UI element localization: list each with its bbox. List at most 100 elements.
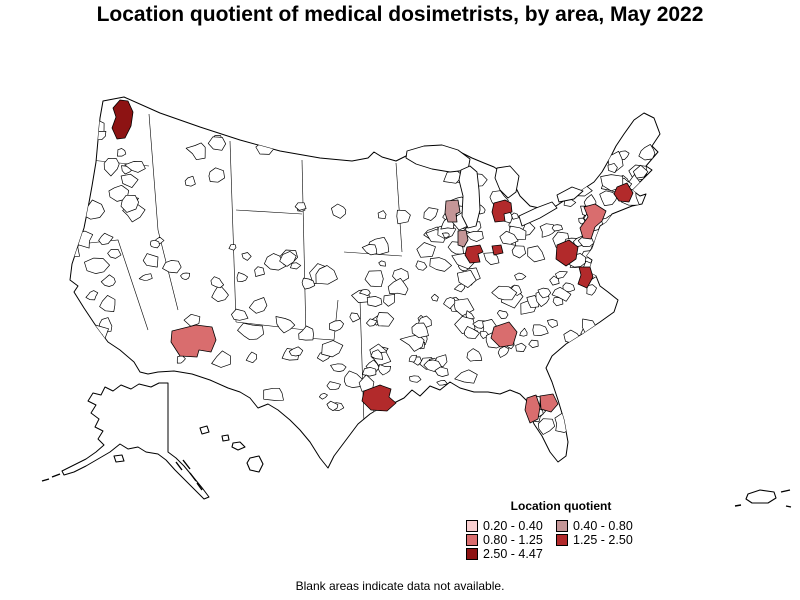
region-houston-tx: [361, 384, 397, 412]
metro-area-outline: [491, 285, 518, 301]
metro-area-outline: [362, 367, 377, 377]
region-atlanta-ga: [490, 321, 518, 348]
metro-area-outline: [519, 327, 528, 337]
metro-area-outline: [254, 266, 265, 277]
metro-area-outline: [528, 339, 539, 348]
metro-area-outline: [279, 251, 297, 267]
metro-area-outline: [162, 260, 182, 274]
legend-swatch-icon: [466, 520, 478, 532]
legend-item: 0.80 - 1.25: [466, 532, 556, 547]
metro-area-outline: [180, 272, 191, 281]
region-phoenix-mesa-az: [170, 324, 217, 358]
region-dayton-oh: [491, 244, 504, 256]
metro-area-outline: [364, 270, 384, 288]
metro-area-outline: [103, 157, 120, 177]
metro-area-outline: [237, 322, 265, 341]
metro-area-outline: [301, 277, 316, 290]
metro-area-outline: [408, 354, 417, 363]
metro-area-outline: [120, 173, 139, 188]
metro-area-outline: [423, 207, 439, 221]
metro-area-outline: [211, 283, 229, 302]
metro-area-outline: [288, 346, 304, 357]
metro-area-outline: [370, 349, 384, 360]
metro-area-outline: [547, 319, 558, 328]
metro-area-outline: [607, 163, 618, 174]
metro-area-outline: [208, 167, 225, 183]
metro-area-outline: [248, 297, 268, 314]
metro-area-outline: [142, 253, 159, 268]
metro-area-outline: [211, 350, 231, 368]
kodiak-island: [113, 454, 125, 463]
metro-area-outline: [496, 310, 509, 319]
metro-area-outline: [599, 190, 618, 206]
metro-area-outline: [326, 400, 339, 412]
metro-area-outline: [466, 348, 483, 362]
metro-area-outline: [85, 290, 99, 301]
legend-label: 1.25 - 2.50: [573, 532, 633, 547]
metro-area-outline: [511, 245, 527, 259]
metro-area-outline: [263, 387, 284, 401]
metro-area-outline: [138, 273, 153, 281]
metro-area-outline: [107, 248, 122, 259]
legend-swatch-icon: [556, 534, 568, 546]
metro-area-outline: [436, 380, 448, 386]
metro-area-outline: [537, 418, 556, 435]
metro-area-outline: [321, 340, 344, 358]
legend-label: 0.80 - 1.25: [483, 532, 543, 547]
metro-area-outline: [415, 260, 428, 271]
metro-area-outline: [298, 325, 314, 341]
metro-area-outline: [586, 284, 597, 296]
metro-area-outline: [464, 326, 480, 340]
metro-area-outline: [117, 148, 127, 157]
region-new-york-newark: [579, 203, 607, 240]
region-chicago-il: [457, 229, 469, 248]
metro-area-outline: [184, 175, 196, 187]
lake-erie: [518, 201, 558, 227]
hawaii-kauai: [199, 425, 210, 435]
metro-area-outline: [551, 286, 572, 302]
hawaii-maui: [231, 441, 246, 451]
metro-area-outline: [576, 169, 591, 179]
metro-area-outline: [434, 366, 449, 377]
legend-swatch-icon: [466, 548, 478, 560]
alaska-inset: [41, 382, 210, 500]
metro-area-outline: [70, 245, 80, 258]
puerto-rico-islets: [734, 489, 792, 508]
metro-area-outline: [377, 210, 387, 220]
lake-ontario: [556, 186, 584, 203]
metro-area-outline: [330, 363, 347, 372]
metro-area-outline: [590, 244, 607, 257]
metro-area-outline: [377, 364, 392, 376]
legend-item: 0.40 - 0.80: [556, 519, 652, 532]
metro-area-outline: [228, 244, 237, 251]
legend: Location quotient 0.20 - 0.40 0.40 - 0.8…: [466, 499, 656, 560]
metro-area-outline: [349, 312, 361, 323]
page-title: Location quotient of medical dosimetrist…: [96, 3, 704, 26]
metro-area-outline: [483, 252, 500, 265]
metro-area-outline: [515, 342, 527, 352]
metro-area-outline: [236, 272, 248, 282]
metro-area-outline: [108, 184, 130, 202]
metro-area-outline: [499, 230, 519, 245]
metro-area-outline: [383, 293, 396, 307]
shaded-regions: [111, 99, 634, 424]
metro-area-outline: [399, 334, 425, 352]
legend-label: 2.50 - 4.47: [483, 546, 543, 561]
metro-area-outline: [210, 276, 225, 289]
metro-area-outline: [578, 168, 591, 182]
metro-area-outline: [537, 287, 552, 299]
metro-area-outline: [70, 307, 84, 319]
metro-area-outline: [185, 142, 206, 161]
metro-area-outline: [149, 239, 160, 249]
region-boston-ma: [613, 182, 634, 203]
metro-area-outline: [100, 274, 116, 287]
metro-area-outline: [84, 257, 110, 274]
metro-area-outline: [562, 282, 576, 293]
metro-area-outline: [431, 293, 439, 302]
metro-area-outline: [497, 346, 510, 358]
metro-area-outline: [416, 242, 436, 258]
legend-item: 1.25 - 2.50: [556, 532, 652, 547]
legend-title: Location quotient: [510, 499, 612, 513]
metro-area-outline: [454, 369, 478, 384]
